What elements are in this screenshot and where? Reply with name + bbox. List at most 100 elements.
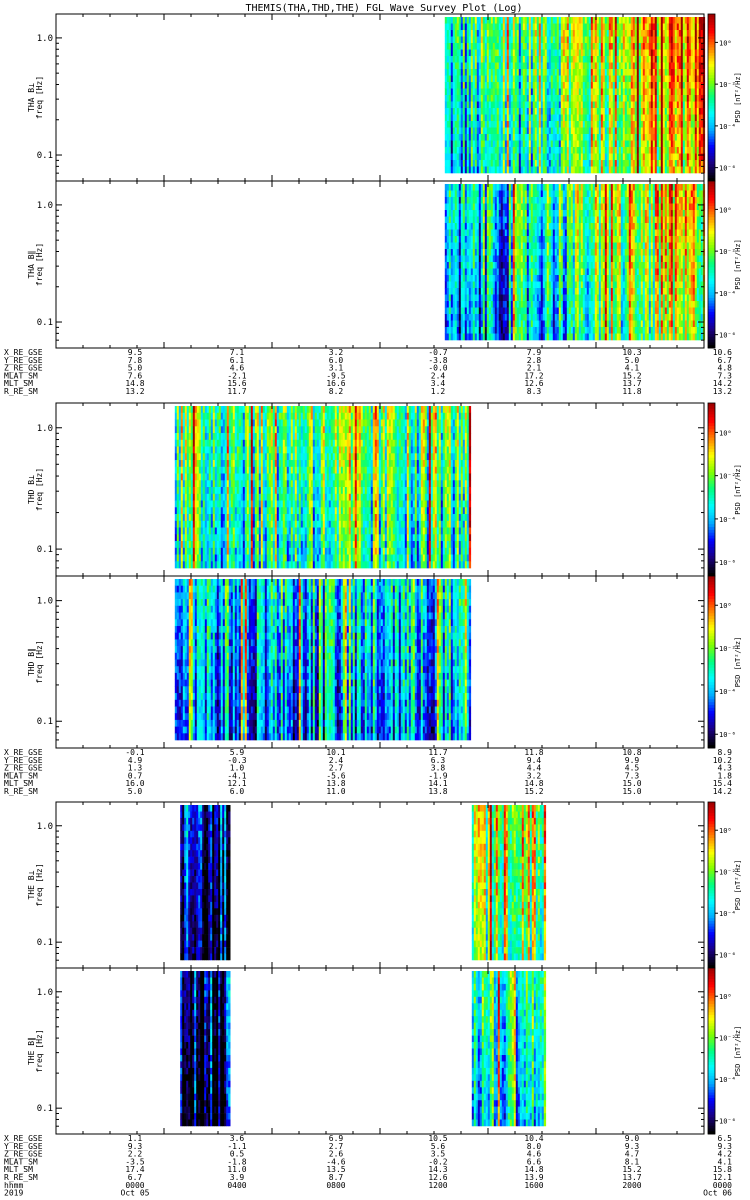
y-tick-label: 1.0 (37, 34, 53, 44)
spectrogram-cell (620, 95, 624, 102)
spectrogram-cell (542, 262, 546, 269)
spectrogram-cell (628, 160, 632, 167)
spectrogram-cell (686, 75, 690, 83)
spectrogram-cell (606, 62, 610, 70)
spectrogram-cell (690, 36, 694, 44)
spectrogram-cell (624, 56, 628, 63)
spectrogram-cell (466, 121, 470, 128)
spectrogram-cell (548, 30, 552, 37)
spectrogram-cell (556, 249, 560, 256)
spectrogram-cell (486, 203, 490, 211)
spectrogram-cell (484, 333, 488, 341)
spectrogram-cell (530, 75, 534, 83)
spectrogram-cell (570, 197, 574, 204)
spectrogram-cell (626, 101, 630, 109)
spectrogram-cell (534, 242, 538, 250)
spectrogram-cell (586, 210, 590, 217)
spectrogram-cell (472, 62, 476, 70)
spectrogram-cell (506, 56, 510, 63)
spectrogram-cell (576, 184, 580, 191)
spectrogram-cell (514, 301, 518, 308)
spectrogram-cell (480, 320, 484, 328)
spectrogram-cell (664, 95, 668, 102)
colorbar-cell (708, 14, 715, 18)
spectrogram-cell (538, 140, 542, 148)
spectrogram-cell (504, 49, 508, 57)
spectrogram-cell (622, 101, 626, 109)
spectrogram-cell (540, 134, 544, 141)
spectrogram-cell (452, 223, 456, 230)
spectrogram-cell (590, 69, 594, 76)
spectrogram-cell (648, 62, 652, 70)
spectrogram-cell (678, 30, 682, 37)
spectrogram-cell (506, 281, 510, 289)
spectrogram-cell (522, 140, 526, 148)
spectrogram-cell (534, 17, 538, 24)
spectrogram-cell (686, 82, 690, 89)
spectrogram-cell (470, 56, 474, 63)
spectrogram-cell (478, 223, 482, 230)
spectrogram-cell (464, 121, 468, 128)
spectrogram-cell (548, 190, 552, 198)
spectrogram-cell (458, 43, 462, 50)
spectrogram-cell (640, 23, 644, 31)
spectrogram-cell (498, 229, 502, 237)
spectrogram-cell (532, 216, 536, 224)
spectrogram-cell (542, 203, 546, 211)
colorbar-cell (708, 119, 715, 123)
spectrogram-cell (520, 184, 524, 191)
spectrogram-cell (448, 121, 452, 128)
spectrogram-cell (630, 147, 634, 154)
spectrogram-cell (498, 30, 502, 37)
spectrogram-cell (476, 242, 480, 250)
spectrogram-cell (642, 36, 646, 44)
spectrogram-cell (616, 17, 620, 24)
spectrogram-cell (500, 75, 504, 83)
spectrogram-cell (446, 203, 450, 211)
spectrogram-cell (568, 88, 572, 96)
spectrogram-cell (474, 236, 478, 243)
spectrogram-cell (488, 333, 492, 341)
spectrogram-cell (690, 153, 694, 161)
spectrogram-cell (462, 294, 466, 302)
spectrogram-cell (454, 43, 458, 50)
spectrogram-cell (490, 62, 494, 70)
spectrogram-cell (584, 275, 588, 282)
spectrogram-cell (492, 30, 496, 37)
spectrogram-cell (466, 294, 470, 302)
spectrogram-cell (634, 108, 638, 115)
spectrogram-cell (526, 184, 530, 191)
spectrogram-cell (522, 82, 526, 89)
spectrogram-cell (446, 197, 450, 204)
spectrogram-cell (572, 23, 576, 31)
spectrogram-cell (564, 255, 568, 263)
spectrogram-cell (446, 134, 450, 141)
spectrogram-cell (630, 160, 634, 167)
spectrogram-cell (510, 281, 514, 289)
spectrogram-cell (502, 17, 506, 24)
spectrogram-cell (554, 255, 558, 263)
spectrogram-cell (576, 301, 580, 308)
spectrogram-cell (492, 281, 496, 289)
spectrogram-cell (536, 275, 540, 282)
spectrogram-cell (496, 69, 500, 76)
spectrogram-cell (512, 333, 516, 341)
spectrogram-cell (482, 30, 486, 37)
spectrogram-cell (504, 236, 508, 243)
spectrogram-cell (516, 249, 520, 256)
spectrogram-cell (502, 216, 506, 224)
spectrogram-cell (462, 210, 466, 217)
spectrogram-cell (696, 17, 700, 24)
spectrogram-cell (546, 249, 550, 256)
spectrogram-cell (464, 236, 468, 243)
spectrogram-cell (484, 197, 488, 204)
spectrogram-cell (580, 197, 584, 204)
spectrogram-cell (494, 49, 498, 57)
spectrogram-cell (680, 127, 684, 135)
spectrogram-cell (556, 101, 560, 109)
spectrogram-cell (462, 229, 466, 237)
spectrogram-cell (532, 236, 536, 243)
spectrogram-cell (542, 236, 546, 243)
spectrogram-cell (616, 134, 620, 141)
spectrogram-cell (522, 43, 526, 50)
